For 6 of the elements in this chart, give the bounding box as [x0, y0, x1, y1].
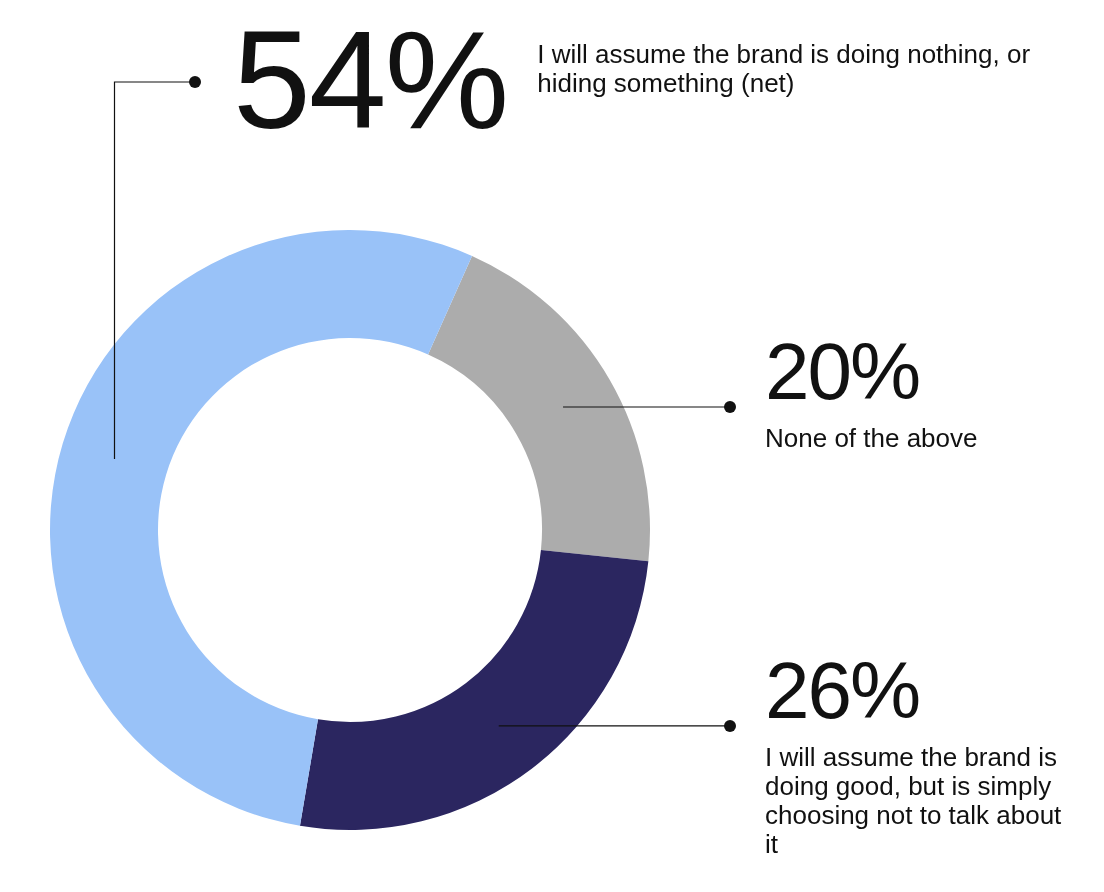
data-label: 20%	[765, 327, 921, 416]
slice-label: I will assume the brand is doing nothing, or hiding something (net)	[537, 39, 1032, 99]
data-label: 54%	[233, 1, 508, 158]
data-label: 26%	[765, 645, 921, 735]
slice-label: I will assume the brand is doing good, but is simply choosing not to talk about it	[765, 741, 1063, 860]
slice-label: None of the above	[765, 423, 979, 454]
